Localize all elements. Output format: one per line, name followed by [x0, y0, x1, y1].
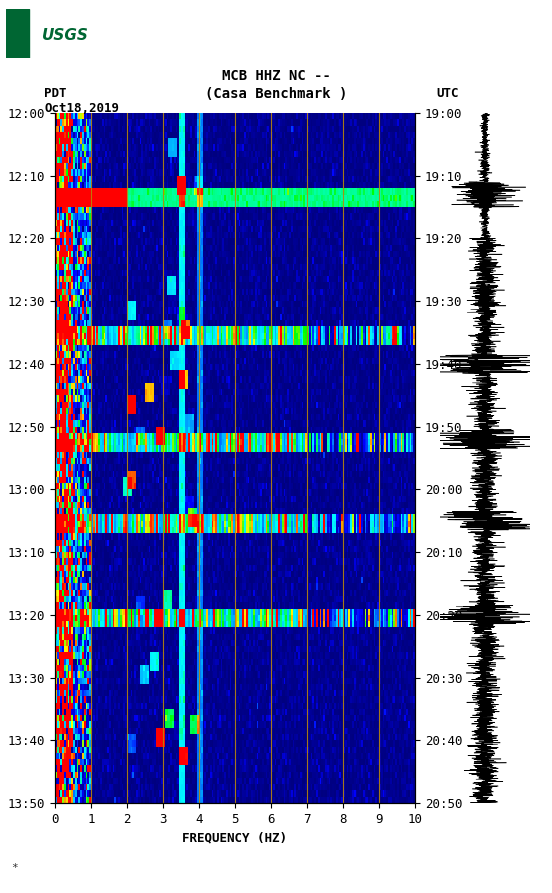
Polygon shape	[6, 9, 29, 58]
Text: Oct18,2019: Oct18,2019	[44, 103, 119, 115]
Text: (Casa Benchmark ): (Casa Benchmark )	[205, 87, 347, 101]
Text: *: *	[11, 863, 18, 872]
Text: PDT: PDT	[44, 88, 67, 100]
Text: MCB HHZ NC --: MCB HHZ NC --	[221, 69, 331, 83]
Text: USGS: USGS	[42, 29, 89, 44]
Text: UTC: UTC	[436, 88, 459, 100]
X-axis label: FREQUENCY (HZ): FREQUENCY (HZ)	[183, 831, 288, 844]
